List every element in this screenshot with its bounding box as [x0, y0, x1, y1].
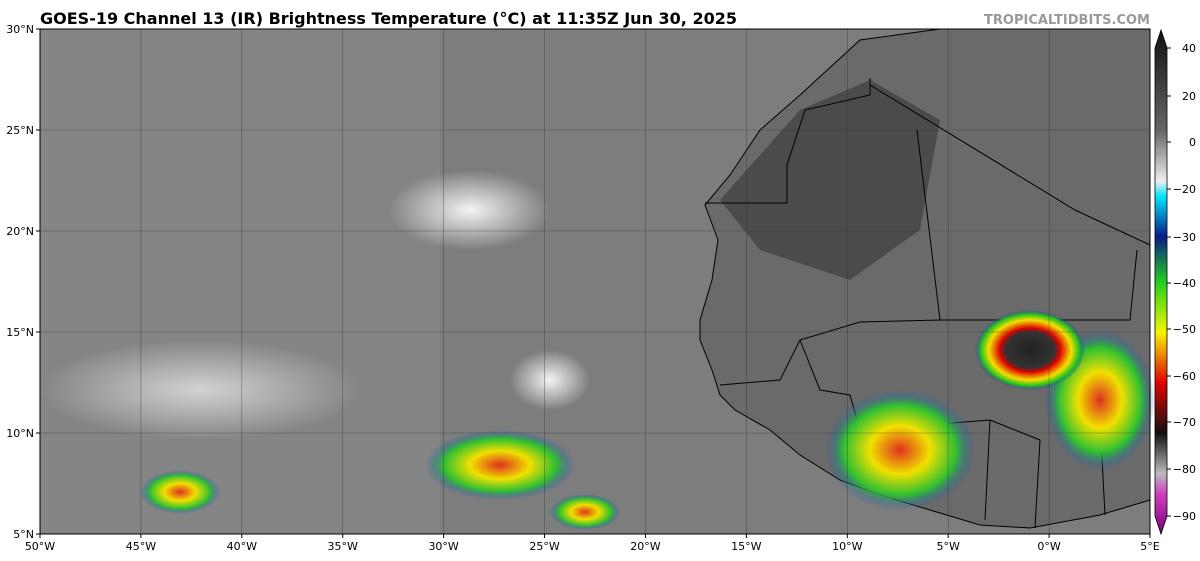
convective-cell — [425, 430, 575, 500]
map-frame — [39, 28, 1151, 535]
storm-core — [975, 310, 1085, 390]
lon-label: 45°W — [126, 540, 156, 553]
lon-label: 10°W — [832, 540, 862, 553]
colorbar-label: −70 — [1173, 416, 1196, 429]
convective-cell — [140, 470, 220, 514]
lon-label: 5°E — [1140, 540, 1159, 553]
colorbar-label: −60 — [1173, 370, 1196, 383]
lat-label: 15°N — [6, 326, 34, 339]
colorbar-label: 0 — [1189, 136, 1196, 149]
lat-label: 10°N — [6, 427, 34, 440]
colorbar-label: −90 — [1173, 510, 1196, 523]
lon-label: 35°W — [328, 540, 358, 553]
title: GOES-19 Channel 13 (IR) Brightness Tempe… — [40, 9, 737, 28]
lon-label: 30°W — [428, 540, 458, 553]
cloud — [40, 340, 360, 440]
colorbar-label: −80 — [1173, 463, 1196, 476]
colorbar-label: −30 — [1173, 231, 1196, 244]
cloud-field — [40, 29, 440, 534]
cloud — [390, 170, 550, 250]
colorbar-label: 20 — [1182, 90, 1196, 103]
colorbar-label: −50 — [1173, 323, 1196, 336]
lat-label: 30°N — [6, 23, 34, 36]
colorbar-label: 40 — [1182, 42, 1196, 55]
lon-label: 0°W — [1037, 540, 1060, 553]
colorbar — [1154, 28, 1168, 536]
colorbar-label: −20 — [1173, 183, 1196, 196]
colorbar-label: −40 — [1173, 277, 1196, 290]
lon-label: 15°W — [731, 540, 761, 553]
credit: TROPICALTIDBITS.COM — [984, 13, 1150, 28]
convective-cell — [825, 390, 975, 510]
lon-label: 5°W — [936, 540, 959, 553]
map-area — [39, 28, 1155, 535]
convective-cell — [550, 494, 620, 530]
lon-label: 50°W — [25, 540, 55, 553]
lon-label: 25°W — [529, 540, 559, 553]
lon-label: 40°W — [227, 540, 257, 553]
lat-label: 5°N — [13, 528, 34, 541]
cloud — [510, 350, 590, 410]
lat-label: 25°N — [6, 124, 34, 137]
lon-label: 20°W — [630, 540, 660, 553]
lat-label: 20°N — [6, 225, 34, 238]
